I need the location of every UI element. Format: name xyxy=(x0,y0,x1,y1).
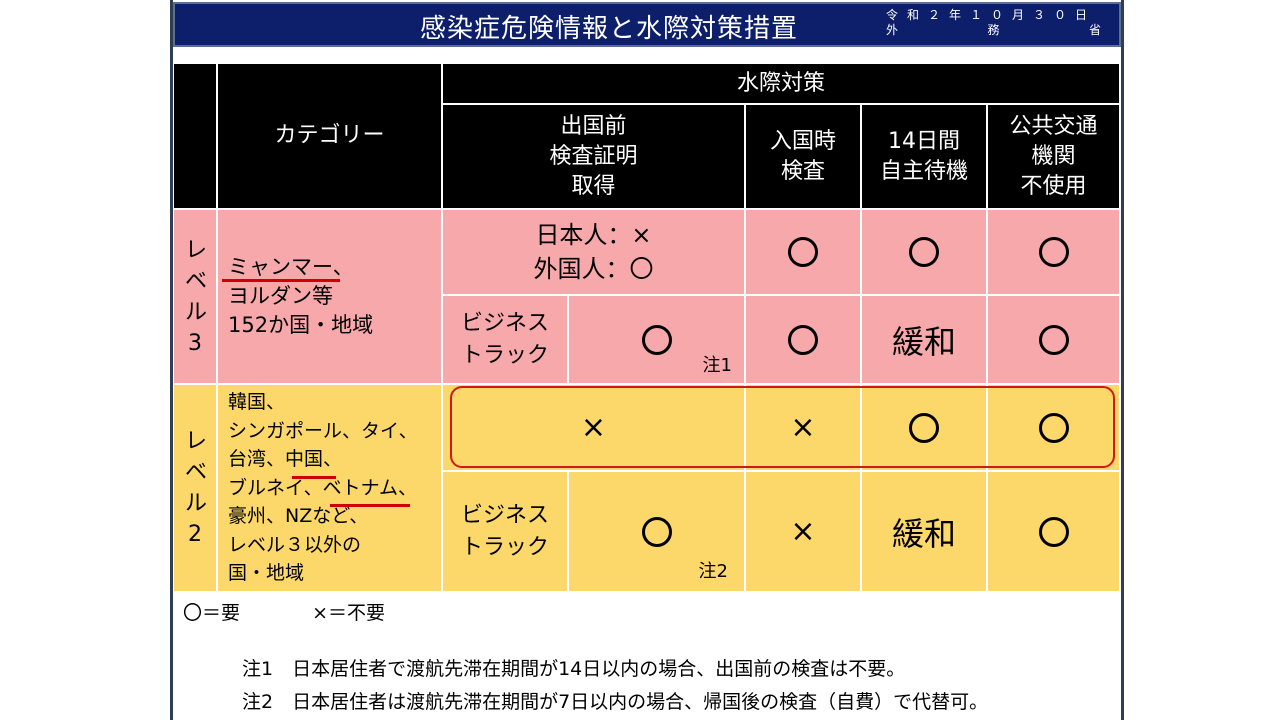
level3-transport xyxy=(987,209,1120,295)
transport-line: 機関 xyxy=(1031,143,1076,169)
document-title: 感染症危険情報と水際対策措置 xyxy=(420,14,799,44)
level3-arrival xyxy=(745,209,861,295)
issuer-char: 外 xyxy=(886,23,899,37)
circle-icon xyxy=(641,324,672,355)
title-bar xyxy=(173,2,1121,47)
arrival-test-line: 入国時 xyxy=(769,128,836,154)
level2-business-track: ビジネス トラック xyxy=(442,471,568,592)
pre-departure-line: 検査証明 xyxy=(549,143,638,169)
level2-business-pre-departure: 注2 xyxy=(568,471,745,592)
country-line: 豪州、NZなど、 xyxy=(228,505,369,528)
slide-frame xyxy=(170,0,1124,720)
country-line: 152か国・地域 xyxy=(228,313,374,337)
issue-date: 令和２年１０月３０日 xyxy=(886,8,1097,22)
level-char: ル xyxy=(185,491,208,516)
level3-business-pre-departure: 注1 xyxy=(568,295,745,384)
transport-line: 公共交通 xyxy=(1009,113,1098,139)
circle-icon xyxy=(1038,324,1069,355)
country-line: 韓国、 xyxy=(228,391,286,414)
level3-business-track: ビジネス トラック xyxy=(442,295,568,384)
highlight-underline xyxy=(330,504,410,507)
measures-label: 水際対策 xyxy=(736,70,825,96)
level2-quarantine xyxy=(861,384,987,471)
category-label: カテゴリー xyxy=(274,123,385,148)
level3-countries: ミャンマー、 ヨルダン等 152か国・地域 xyxy=(217,209,442,384)
relaxed-label: 緩和 xyxy=(891,322,956,361)
level-char: レ xyxy=(185,237,208,263)
level-char: 3 xyxy=(188,330,202,356)
arrival-test-line: 検査 xyxy=(780,158,825,184)
country-line: 台湾、中国、 xyxy=(228,448,343,471)
business-line: ビジネス xyxy=(460,502,549,528)
level-char: レ xyxy=(185,429,208,454)
level3-label: レ ベ ル 3 xyxy=(173,209,217,384)
nationality-line: 日本人：× xyxy=(535,221,652,249)
level3-quarantine xyxy=(861,209,987,295)
note-1: 注1 日本居住者で渡航先滞在期間が14日以内の場合、出国前の検査は不要。 xyxy=(242,658,906,680)
issuer-char: 務 xyxy=(987,23,1000,37)
nationality-line: 外国人：〇 xyxy=(533,255,654,283)
circle-icon xyxy=(788,324,818,355)
level-char: ベ xyxy=(185,460,208,485)
header-measures: 水際対策 xyxy=(442,63,1120,104)
level-char: ル xyxy=(185,299,208,325)
pre-departure-line: 取得 xyxy=(571,173,616,199)
header-level-corner xyxy=(173,63,217,209)
country-line: ミャンマー、 xyxy=(228,255,354,279)
header-arrival-test: 入国時 検査 xyxy=(745,104,861,209)
header-category: カテゴリー xyxy=(217,63,442,209)
level2-pre-departure: × xyxy=(442,384,745,471)
circle-icon xyxy=(641,516,672,547)
country-line: レベル３以外の xyxy=(228,533,362,556)
level3-pre-departure: 日本人：× 外国人：〇 xyxy=(442,209,745,295)
level2-transport xyxy=(987,384,1120,471)
level2-business-arrival: × xyxy=(745,471,861,592)
level3-business-quarantine: 緩和 xyxy=(861,295,987,384)
level-char: 2 xyxy=(188,522,202,547)
circle-icon xyxy=(909,412,939,443)
header-pre-departure: 出国前 検査証明 取得 xyxy=(442,104,745,209)
note-ref: 注2 xyxy=(698,561,728,582)
relaxed-label: 緩和 xyxy=(891,514,956,553)
business-line: トラック xyxy=(460,342,549,368)
circle-icon xyxy=(1038,412,1069,443)
cross-mark: × xyxy=(790,514,816,549)
level2-business-transport xyxy=(987,471,1120,592)
level-char: ベ xyxy=(185,268,208,294)
quarantine-line: 自主待機 xyxy=(879,158,968,184)
level3-business-arrival xyxy=(745,295,861,384)
country-line: ブルネイ、ベトナム、 xyxy=(228,476,418,499)
header-quarantine: 14日間 自主待機 xyxy=(861,104,987,209)
level3-business-transport xyxy=(987,295,1120,384)
legend: 〇＝要 ×＝不要 xyxy=(183,598,385,625)
quarantine-line: 14日間 xyxy=(888,128,960,154)
business-line: ビジネス xyxy=(460,310,549,336)
highlight-underline xyxy=(222,279,340,282)
circle-icon xyxy=(909,237,939,267)
circle-icon xyxy=(1038,237,1069,267)
circle-icon xyxy=(788,237,818,267)
note-2: 注2 日本居住者は渡航先滞在期間が7日以内の場合、帰国後の検査（自費）で代替可。 xyxy=(242,691,989,713)
country-line: ヨルダン等 xyxy=(228,284,333,308)
header-public-transport: 公共交通 機関 不使用 xyxy=(987,104,1120,209)
country-line: 国・地域 xyxy=(228,562,305,585)
legend-required: 〇＝要 xyxy=(183,602,241,624)
cross-mark: × xyxy=(580,410,607,445)
circle-icon xyxy=(1038,516,1069,547)
note-ref: 注1 xyxy=(702,355,732,376)
cross-mark: × xyxy=(790,410,816,445)
level2-business-quarantine: 緩和 xyxy=(861,471,987,592)
legend-not-required: ×＝不要 xyxy=(312,602,386,624)
level2-arrival: × xyxy=(745,384,861,471)
country-line: シンガポール、タイ、 xyxy=(228,419,418,442)
level2-label: レ ベ ル 2 xyxy=(173,384,217,592)
business-line: トラック xyxy=(460,534,549,560)
pre-departure-line: 出国前 xyxy=(560,113,627,139)
issuer: 外 務 省 xyxy=(886,24,1101,37)
issuer-char: 省 xyxy=(1088,23,1101,37)
level2-countries: 韓国、 シンガポール、タイ、 台湾、中国、 ブルネイ、ベトナム、 豪州、NZなど… xyxy=(217,384,442,592)
highlight-underline xyxy=(292,476,336,479)
highlight-box xyxy=(450,386,1115,468)
transport-line: 不使用 xyxy=(1020,173,1087,199)
